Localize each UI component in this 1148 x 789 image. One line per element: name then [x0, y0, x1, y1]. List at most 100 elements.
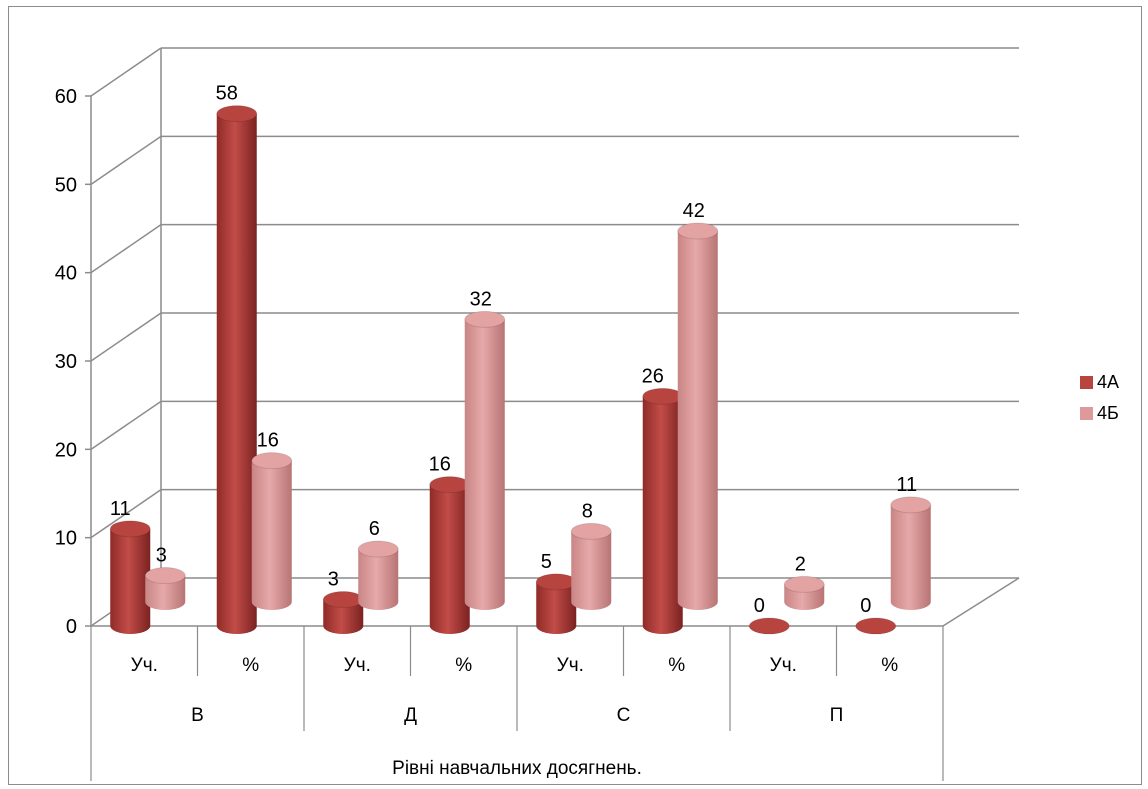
bar-4а-2-body	[323, 599, 364, 634]
bar-4б-2	[357, 540, 399, 610]
legend-label-4a: 4А	[1097, 372, 1120, 392]
y-tick-label: 60	[55, 86, 77, 108]
x-subcategory-label: Уч.	[131, 655, 158, 676]
gridline-diag	[90, 224, 162, 274]
bar-4б-3	[464, 310, 506, 610]
y-tick-label: 40	[55, 263, 77, 285]
gridline-diag	[90, 400, 162, 450]
bar-4б-0-body	[145, 575, 186, 610]
bar-4а-7	[855, 617, 897, 635]
bar-4а-6-top	[748, 617, 790, 635]
floor-side-edge	[942, 577, 1020, 627]
x-group-label: Д	[404, 705, 417, 726]
legend-swatch-4a	[1080, 376, 1093, 389]
bar-4а-4	[535, 573, 577, 634]
x-subcategory-label: %	[242, 655, 259, 676]
bar-4б-0	[144, 567, 186, 610]
data-label-4а-4: 5	[541, 551, 552, 573]
data-label-4а-2: 3	[328, 569, 339, 591]
bar-4а-2	[322, 591, 364, 634]
bar-4б-5-body	[677, 231, 718, 610]
plot-area	[109, 105, 932, 635]
data-label-4а-3: 16	[429, 454, 451, 476]
bar-4б-7-body	[890, 504, 931, 610]
bar-4б-1-body	[251, 460, 292, 610]
y-tick-label: 50	[55, 174, 77, 196]
x-axis: Уч.% Уч.% Уч.% Уч. % В Д С П	[90, 626, 944, 781]
x-subcategory-label: Уч.	[557, 655, 584, 676]
bar-4б-6	[783, 575, 825, 610]
data-label-4б-6: 2	[795, 553, 806, 575]
data-label-4а-1: 58	[216, 83, 238, 105]
legend-swatch-4b	[1080, 407, 1093, 420]
data-label-4б-7: 11	[896, 474, 917, 496]
legend-item-4a: 4А	[1080, 367, 1119, 398]
bar-4б-7	[890, 496, 932, 610]
x-subcategory-label: Уч.	[770, 655, 797, 676]
bar-4а-3	[429, 476, 471, 634]
bar-4а-0	[109, 520, 151, 634]
gridline-diag	[90, 489, 162, 539]
bar-4а-5-top	[642, 387, 684, 405]
bar-4б-4-body	[571, 531, 612, 610]
data-label-4а-6: 0	[754, 595, 765, 617]
x-axis-title: Рівні навчальних досягнень.	[392, 758, 642, 779]
y-tick-label: 20	[55, 439, 77, 461]
bar-4б-1-top	[251, 452, 293, 470]
bar-4б-3-top	[464, 310, 506, 328]
gridline-diag	[90, 47, 162, 97]
bar-4б-6-top	[783, 575, 825, 593]
legend-label-4b: 4Б	[1097, 403, 1119, 423]
y-axis: 0 10 20 30 40 50 60	[55, 86, 91, 638]
y-tick-label: 30	[55, 351, 77, 373]
bar-4а-5	[642, 387, 684, 634]
bar-4а-6	[748, 617, 790, 635]
data-label-4б-5: 42	[683, 200, 705, 222]
data-label-4а-0: 11	[110, 498, 131, 520]
bar-4а-3-top	[429, 476, 471, 494]
x-subcategory-label: Уч.	[344, 655, 371, 676]
y-tick-label: 10	[55, 528, 77, 550]
data-label-4а-7: 0	[860, 595, 871, 617]
chart-frame: 0 10 20 30 40 50 60 11 3 58 16 3 6 16 32 5 8 26 42 0 2 0 11 У…	[8, 6, 1142, 785]
bar-4б-7-top	[890, 496, 932, 514]
bar-4а-1	[216, 105, 258, 634]
data-label-4б-1: 16	[257, 430, 279, 452]
bar-4а-4-body	[536, 581, 577, 634]
bar-4б-2-top	[357, 540, 399, 558]
bar-4а-1-top	[216, 105, 258, 123]
bar-4б-4-top	[570, 522, 612, 540]
x-subcategory-label: %	[668, 655, 685, 676]
bar-4а-0-body	[110, 528, 151, 634]
y-tick-label: 0	[66, 616, 77, 638]
data-label-4а-5: 26	[642, 365, 664, 387]
bar-4а-0-top	[109, 520, 151, 538]
gridline-diag	[90, 312, 162, 362]
bar-4б-2-body	[358, 549, 399, 610]
x-group-label: В	[191, 705, 204, 726]
bar-4б-1	[251, 452, 293, 610]
bar-4б-5	[677, 222, 719, 610]
legend: 4А 4Б	[1080, 367, 1119, 429]
data-label-4б-3: 32	[470, 288, 492, 310]
bar-4а-4-top	[535, 573, 577, 591]
bar-4б-0-top	[144, 567, 186, 584]
data-label-4б-2: 6	[369, 518, 380, 540]
bar-4б-3-body	[464, 319, 505, 610]
data-label-4б-4: 8	[582, 500, 593, 522]
data-label-4б-0: 3	[156, 545, 167, 567]
bar-4а-7-top	[855, 617, 897, 635]
bar-4а-1-body	[216, 113, 257, 634]
x-group-label: С	[617, 705, 631, 726]
bar-4б-5-top	[677, 222, 719, 240]
bar-4а-2-top	[322, 591, 364, 608]
x-subcategory-label: %	[455, 655, 472, 676]
legend-item-4b: 4Б	[1080, 398, 1119, 429]
bar-4б-4	[570, 522, 612, 610]
gridline-diag	[90, 135, 162, 185]
x-group-label: П	[830, 705, 844, 726]
bar-4а-5-body	[642, 396, 683, 634]
x-subcategory-label: %	[881, 655, 898, 676]
